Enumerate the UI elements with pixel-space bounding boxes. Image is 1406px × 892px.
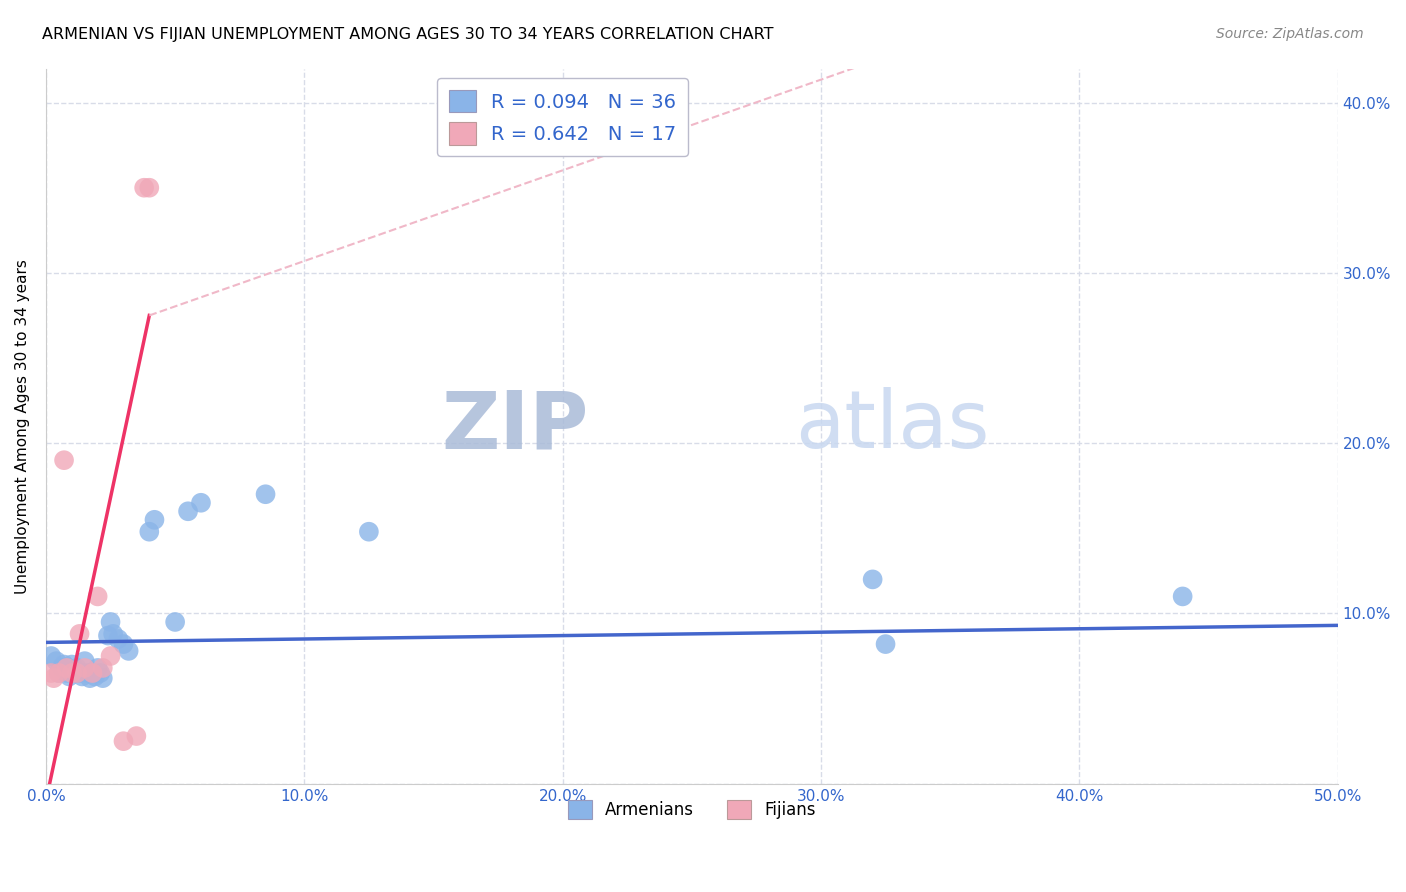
Point	[79, 671, 101, 685]
Point	[55, 661, 77, 675]
Point	[48, 666, 70, 681]
Point	[60, 666, 83, 681]
Point	[53, 657, 76, 672]
Point	[134, 180, 156, 194]
Point	[82, 666, 104, 681]
Point	[66, 666, 89, 681]
Point	[86, 590, 108, 604]
Point	[58, 669, 80, 683]
Point	[165, 615, 187, 629]
Text: ZIP: ZIP	[441, 387, 589, 465]
Point	[69, 666, 91, 681]
Point	[73, 654, 96, 668]
Point	[89, 666, 111, 681]
Point	[138, 524, 160, 539]
Point	[48, 666, 70, 681]
Point	[143, 513, 166, 527]
Point	[55, 666, 77, 681]
Point	[39, 666, 62, 681]
Point	[1171, 590, 1194, 604]
Text: atlas: atlas	[796, 387, 990, 465]
Point	[177, 504, 200, 518]
Point	[39, 648, 62, 663]
Point	[86, 661, 108, 675]
Point	[97, 629, 120, 643]
Point	[100, 648, 122, 663]
Point	[69, 627, 91, 641]
Point	[60, 666, 83, 681]
Point	[254, 487, 277, 501]
Point	[45, 654, 67, 668]
Point	[190, 496, 212, 510]
Legend: Armenians, Fijians: Armenians, Fijians	[561, 793, 823, 825]
Point	[91, 661, 114, 675]
Point	[76, 666, 98, 681]
Point	[66, 661, 89, 675]
Point	[357, 524, 380, 539]
Point	[70, 669, 93, 683]
Point	[84, 669, 107, 683]
Text: ARMENIAN VS FIJIAN UNEMPLOYMENT AMONG AGES 30 TO 34 YEARS CORRELATION CHART: ARMENIAN VS FIJIAN UNEMPLOYMENT AMONG AG…	[42, 27, 773, 42]
Point	[862, 573, 884, 587]
Y-axis label: Unemployment Among Ages 30 to 34 years: Unemployment Among Ages 30 to 34 years	[15, 259, 30, 593]
Point	[107, 632, 129, 646]
Text: Source: ZipAtlas.com: Source: ZipAtlas.com	[1216, 27, 1364, 41]
Point	[117, 644, 139, 658]
Point	[138, 180, 160, 194]
Point	[82, 666, 104, 681]
Point	[875, 637, 897, 651]
Point	[112, 734, 135, 748]
Point	[42, 671, 65, 685]
Point	[53, 453, 76, 467]
Point	[91, 671, 114, 685]
Point	[112, 637, 135, 651]
Point	[125, 729, 148, 743]
Point	[60, 657, 83, 672]
Point	[100, 615, 122, 629]
Point	[101, 627, 124, 641]
Point	[51, 661, 73, 675]
Point	[73, 661, 96, 675]
